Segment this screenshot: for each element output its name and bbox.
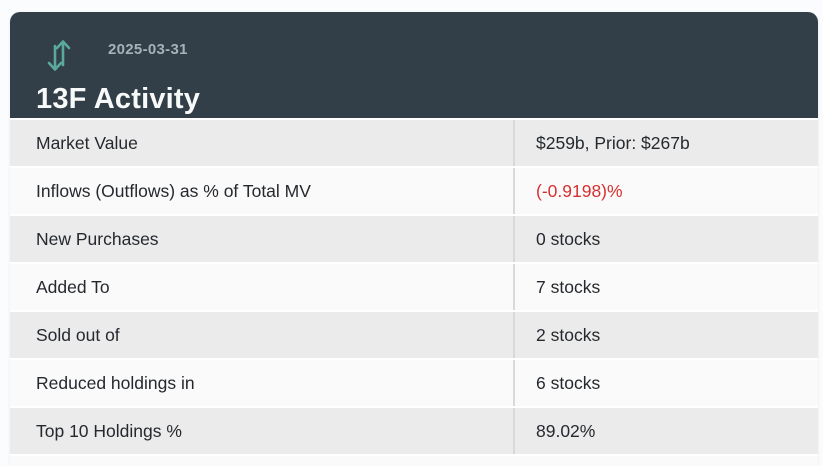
table-row: Inflows (Outflows) as % of Total MV (-0.…: [10, 168, 818, 214]
row-value: 2 stocks: [513, 312, 818, 358]
row-label: Added To: [10, 264, 513, 310]
table-row: Market Value $259b, Prior: $267b: [10, 120, 818, 166]
row-label: Top 10 Holdings %: [10, 408, 513, 454]
row-label: Reduced holdings in: [10, 360, 513, 406]
row-value: 7 stocks: [513, 264, 818, 310]
table-row: Top 10 Holdings % 89.02%: [10, 408, 818, 454]
row-label: Sold out of: [10, 312, 513, 358]
row-value: 89.02%: [513, 408, 818, 454]
card-title: 13F Activity: [36, 83, 201, 115]
table-row: Added To 7 stocks: [10, 264, 818, 310]
up-down-arrows-icon: [46, 34, 72, 76]
row-value: 6 stocks: [513, 360, 818, 406]
table-row-partial: [10, 456, 818, 466]
row-label: New Purchases: [10, 216, 513, 262]
row-value: $259b, Prior: $267b: [513, 120, 818, 166]
card-header: 2025-03-31 13F Activity: [10, 12, 818, 118]
header-top: 2025-03-31: [36, 34, 792, 78]
row-value: 0 stocks: [513, 216, 818, 262]
row-value: (-0.9198)%: [513, 168, 818, 214]
report-date: 2025-03-31: [108, 41, 188, 58]
13f-activity-card: 2025-03-31 13F Activity Market Value $25…: [10, 12, 818, 466]
row-label: Inflows (Outflows) as % of Total MV: [10, 168, 513, 214]
table-row: Reduced holdings in 6 stocks: [10, 360, 818, 406]
table-row: New Purchases 0 stocks: [10, 216, 818, 262]
activity-table: Market Value $259b, Prior: $267b Inflows…: [10, 120, 818, 466]
table-row: Sold out of 2 stocks: [10, 312, 818, 358]
row-label: Market Value: [10, 120, 513, 166]
